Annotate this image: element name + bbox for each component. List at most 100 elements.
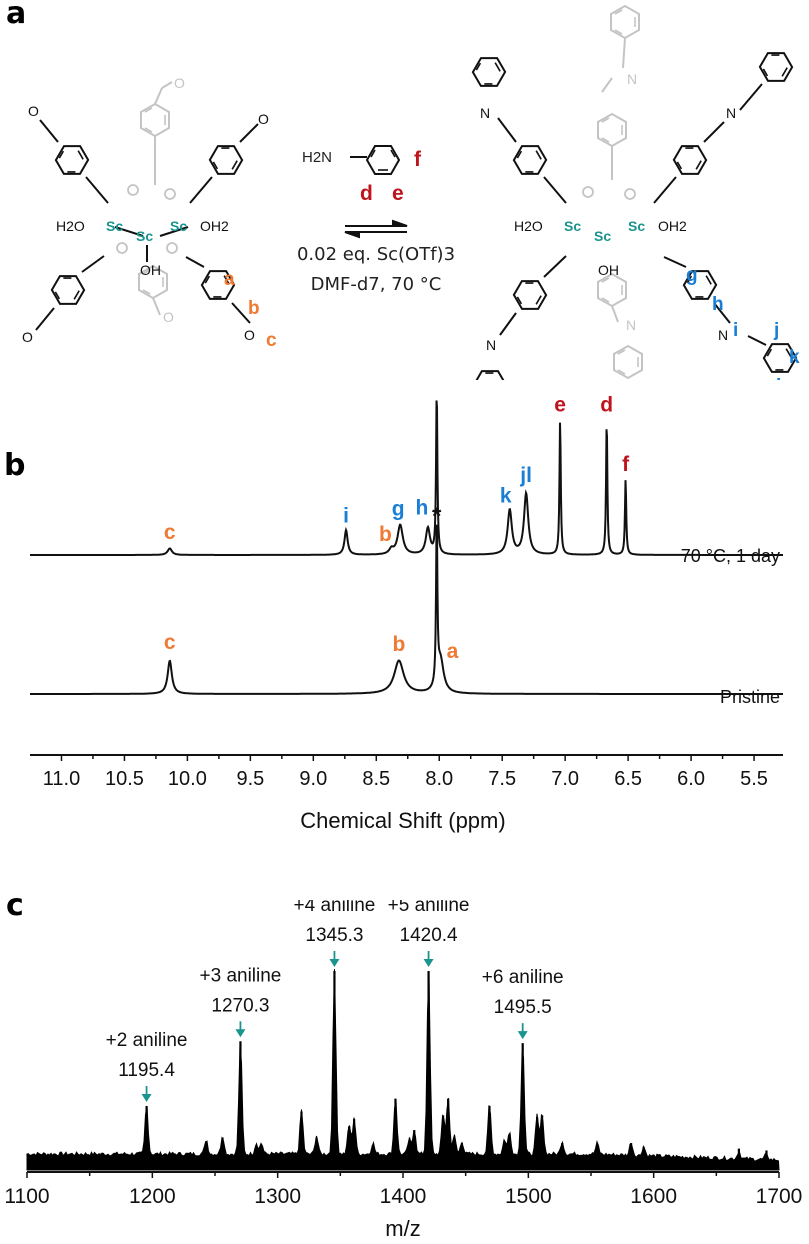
- equilibrium-arrows: [344, 219, 408, 239]
- nmr-peak-label: *: [432, 380, 442, 392]
- svg-text:O: O: [244, 327, 255, 343]
- nmr-peak-label: c: [164, 521, 176, 544]
- svg-text:N: N: [627, 71, 637, 87]
- oh-ligand: OH: [140, 262, 161, 278]
- nmr-peak-label: k: [500, 484, 512, 507]
- nmr-trace-70c-1day: [30, 400, 783, 556]
- nmr-x-axis-title: Chemical Shift (ppm): [300, 808, 505, 833]
- ms-annotation-arrowhead: [423, 959, 434, 967]
- panel-label-b: b: [4, 448, 26, 483]
- nmr-x-tick-label: 8.0: [425, 768, 453, 790]
- nmr-x-tick-label: 7.5: [488, 768, 516, 790]
- h2o-ligand-left: H2O: [56, 218, 85, 234]
- ms-annotation-arrowhead: [329, 959, 340, 967]
- faded-back-linker: [116, 81, 178, 316]
- proton-label-l: l: [776, 376, 781, 380]
- nmr-peak-label: b: [393, 633, 406, 656]
- ms-spectrum-trace: [26, 969, 780, 1171]
- nmr-x-tick-label: 8.5: [362, 768, 390, 790]
- proton-label-h: h: [712, 294, 724, 315]
- sc-atom-2: Sc: [136, 228, 153, 244]
- ms-annotation-arrowhead: [141, 1094, 152, 1103]
- proton-label-j: j: [773, 320, 779, 341]
- nmr-peak-label: d: [600, 394, 613, 417]
- ms-annotation-arrowhead: [235, 1029, 246, 1038]
- ms-annotation-arrowhead: [517, 1031, 528, 1040]
- nmr-x-tick-label: 9.5: [236, 768, 264, 790]
- ms-x-tick-label: 1600: [630, 1185, 677, 1208]
- svg-text:O: O: [28, 103, 39, 119]
- product-cluster: N N N N N N H2O OH2 OH Sc: [467, 5, 802, 380]
- reaction-scheme: O O O O O O H2O OH2 OH Sc Sc Sc: [22, 5, 802, 380]
- panel-label-a: a: [6, 0, 27, 31]
- ms-x-tick-label: 1500: [505, 1185, 552, 1208]
- svg-text:O: O: [174, 75, 185, 91]
- ms-annotation-label: +6 aniline: [482, 967, 564, 988]
- nmr-x-tick-label: 6.0: [677, 768, 705, 790]
- ms-x-tick-label: 1700: [756, 1185, 803, 1208]
- svg-text:O: O: [258, 111, 269, 127]
- nmr-x-tick-label: 10.5: [105, 768, 144, 790]
- ms-x-tick-label: 1200: [129, 1185, 176, 1208]
- nmr-peak-label: a: [447, 640, 459, 663]
- proton-label-g: g: [686, 265, 698, 286]
- conditions-catalyst: 0.02 eq. Sc(OTf)3: [296, 244, 456, 265]
- series-label-pristine: Pristine: [720, 687, 780, 707]
- nmr-peak-label: h: [415, 497, 428, 520]
- svg-text:O: O: [163, 309, 174, 325]
- aniline-reagent: H2N f d e: [302, 145, 422, 205]
- panel-label-c: c: [6, 888, 24, 923]
- h2o-ligand-product: H2O: [514, 218, 543, 234]
- series-label-70c: 70 °C, 1 day: [681, 546, 780, 566]
- nmr-peak-label: f: [622, 453, 630, 476]
- proton-label-a: a: [224, 269, 235, 290]
- imine-n-1: N: [480, 105, 490, 121]
- proton-label-d: d: [360, 182, 373, 205]
- nmr-trace-pristine: [30, 524, 783, 695]
- nmr-x-tick-label: 9.0: [299, 768, 327, 790]
- nmr-x-tick-label: 11.0: [43, 768, 80, 790]
- sc-atom-5: Sc: [594, 228, 611, 244]
- oh2-ligand-product: OH2: [658, 218, 687, 234]
- sc-atom-1: Sc: [106, 218, 123, 234]
- nmr-peak-label: e: [554, 394, 566, 417]
- reactant-cluster: O O O O O O H2O OH2 OH Sc Sc Sc: [22, 75, 277, 351]
- nmr-peak-label: i: [343, 504, 349, 527]
- ms-x-tick-label: 1400: [380, 1185, 427, 1208]
- ms-annotation-value: 1270.3: [211, 995, 269, 1016]
- ms-x-axis-title: m/z: [385, 1216, 420, 1241]
- ms-x-tick-label: 1300: [254, 1185, 301, 1208]
- proton-label-b: b: [248, 298, 260, 319]
- nmr-peak-label: c: [164, 631, 176, 654]
- nmr-peak-label: jl: [519, 464, 532, 487]
- proton-label-k: k: [789, 347, 800, 368]
- proton-label-i: i: [733, 320, 738, 341]
- ms-annotation-value: 1345.3: [305, 925, 363, 946]
- nmr-x-tick-label: 6.5: [614, 768, 642, 790]
- ms-annotation-label: +3 aniline: [200, 965, 282, 986]
- nmr-peak-label: b: [379, 523, 392, 546]
- ms-x-tick-label: 1100: [4, 1185, 49, 1208]
- sc-atom-4: Sc: [564, 218, 581, 234]
- ms-annotation-label: +5 aniline: [388, 900, 470, 916]
- ms-annotation-label: +4 aniline: [294, 900, 376, 916]
- amine-label: H2N: [302, 149, 332, 166]
- oh-ligand-product: OH: [598, 262, 619, 278]
- conditions-solvent-temp: DMF-d7, 70 °C: [310, 274, 442, 295]
- imine-n-3: N: [486, 337, 496, 353]
- nmr-x-tick-label: 7.0: [551, 768, 579, 790]
- svg-text:N: N: [626, 317, 636, 333]
- nmr-x-tick-label: 10.0: [168, 768, 207, 790]
- proton-label-c: c: [266, 330, 277, 351]
- proton-label-e: e: [392, 182, 404, 205]
- svg-text:O: O: [22, 329, 33, 345]
- ms-annotation-label: +2 aniline: [106, 1030, 188, 1051]
- sc-atom-6: Sc: [628, 218, 645, 234]
- nmr-peak-label: *: [432, 503, 442, 530]
- sc-atom-3: Sc: [170, 218, 187, 234]
- oh2-ligand-right: OH2: [200, 218, 229, 234]
- proton-label-f: f: [414, 148, 422, 171]
- nmr-x-tick-label: 5.5: [740, 768, 768, 790]
- imine-n-2: N: [726, 105, 736, 121]
